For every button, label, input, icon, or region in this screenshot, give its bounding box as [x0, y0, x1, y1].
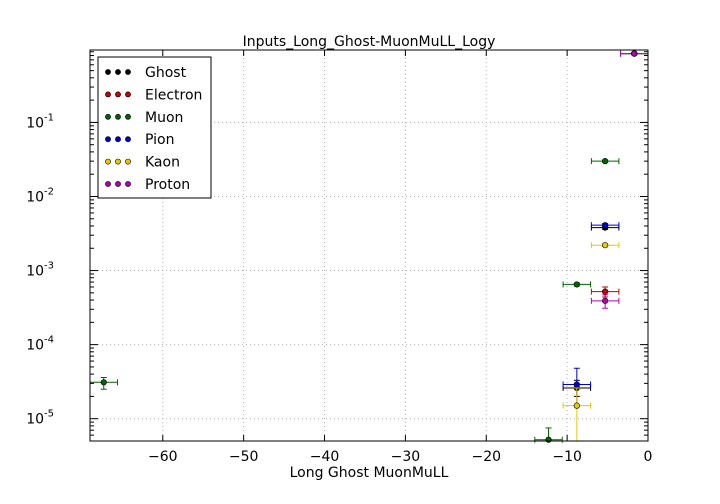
- y-tick-label-base: 10: [26, 412, 44, 428]
- legend-marker-electron: [115, 91, 121, 98]
- muon-point: [545, 436, 552, 443]
- y-tick-label-exponent: -4: [44, 335, 54, 346]
- legend-marker-ghost: [125, 69, 131, 75]
- y-tick-label-base: 10: [26, 264, 44, 280]
- x-tick-label: −20: [471, 449, 501, 465]
- legend-label-electron: Electron: [145, 87, 202, 103]
- electron-point: [602, 288, 609, 295]
- y-tick-label-base: 10: [26, 338, 44, 354]
- legend-marker-kaon: [105, 158, 111, 165]
- legend-marker-muon: [115, 113, 121, 120]
- muon-point: [602, 158, 609, 165]
- legend-marker-kaon: [115, 158, 121, 165]
- legend-marker-muon: [105, 113, 111, 120]
- y-tick-label-exponent: -3: [44, 261, 54, 272]
- x-axis-label: Long Ghost MuonMuLL: [290, 465, 449, 481]
- legend-label-proton: Proton: [145, 177, 190, 193]
- legend-marker-ghost: [105, 69, 111, 75]
- legend-label-pion: Pion: [145, 132, 174, 148]
- muon-point: [100, 379, 107, 386]
- proton-point: [602, 297, 609, 304]
- legend-marker-proton: [105, 181, 111, 187]
- y-tick-label-base: 10: [26, 115, 44, 131]
- y-tick-label: 10-1: [26, 112, 54, 131]
- legend-label-ghost: Ghost: [145, 65, 187, 81]
- kaon-point: [602, 242, 609, 249]
- legend-box: [97, 56, 212, 199]
- legend-marker-proton: [125, 181, 131, 187]
- y-axis: 10-510-410-310-210-1: [26, 51, 648, 442]
- plot-area: [89, 50, 649, 443]
- kaon-point: [573, 402, 580, 409]
- muon-point: [573, 281, 580, 288]
- y-tick-label-exponent: -2: [44, 186, 54, 197]
- y-tick-label: 10-5: [26, 409, 54, 428]
- legend-marker-proton: [115, 181, 121, 187]
- y-tick-label: 10-2: [26, 186, 54, 205]
- legend-marker-pion: [105, 136, 111, 143]
- legend-marker-electron: [105, 91, 111, 98]
- x-axis: −60 −50 −40 −30 −20 −10 0: [148, 50, 652, 465]
- x-tick-label: −60: [148, 449, 178, 465]
- x-tick-label: −30: [391, 449, 421, 465]
- legend-marker-muon: [125, 113, 131, 120]
- legend-marker-pion: [125, 136, 131, 143]
- x-tick-label: −50: [229, 449, 259, 465]
- x-tick-label: −40: [310, 449, 340, 465]
- legend-label-muon: Muon: [145, 110, 183, 126]
- y-tick-label-exponent: -5: [44, 409, 54, 420]
- x-tick-label: −10: [552, 449, 582, 465]
- legend: Ghost Electron Muon Pion Kaon Proton: [97, 56, 212, 199]
- pion-point: [573, 381, 580, 388]
- y-tick-label: 10-4: [26, 335, 54, 354]
- legend-marker-ghost: [115, 69, 121, 75]
- legend-marker-kaon: [125, 158, 131, 165]
- plot-frame: [89, 49, 649, 442]
- y-tick-label-exponent: -1: [44, 112, 54, 123]
- proton-point: [631, 50, 638, 57]
- x-tick-label: 0: [644, 449, 653, 465]
- chart-title: Inputs_Long_Ghost-MuonMuLL_Logy: [243, 34, 496, 50]
- y-tick-label-base: 10: [26, 189, 44, 205]
- legend-label-kaon: Kaon: [145, 155, 180, 171]
- pion-point: [602, 222, 609, 229]
- y-tick-label: 10-3: [26, 261, 54, 280]
- legend-marker-electron: [125, 91, 131, 98]
- legend-marker-pion: [115, 136, 121, 143]
